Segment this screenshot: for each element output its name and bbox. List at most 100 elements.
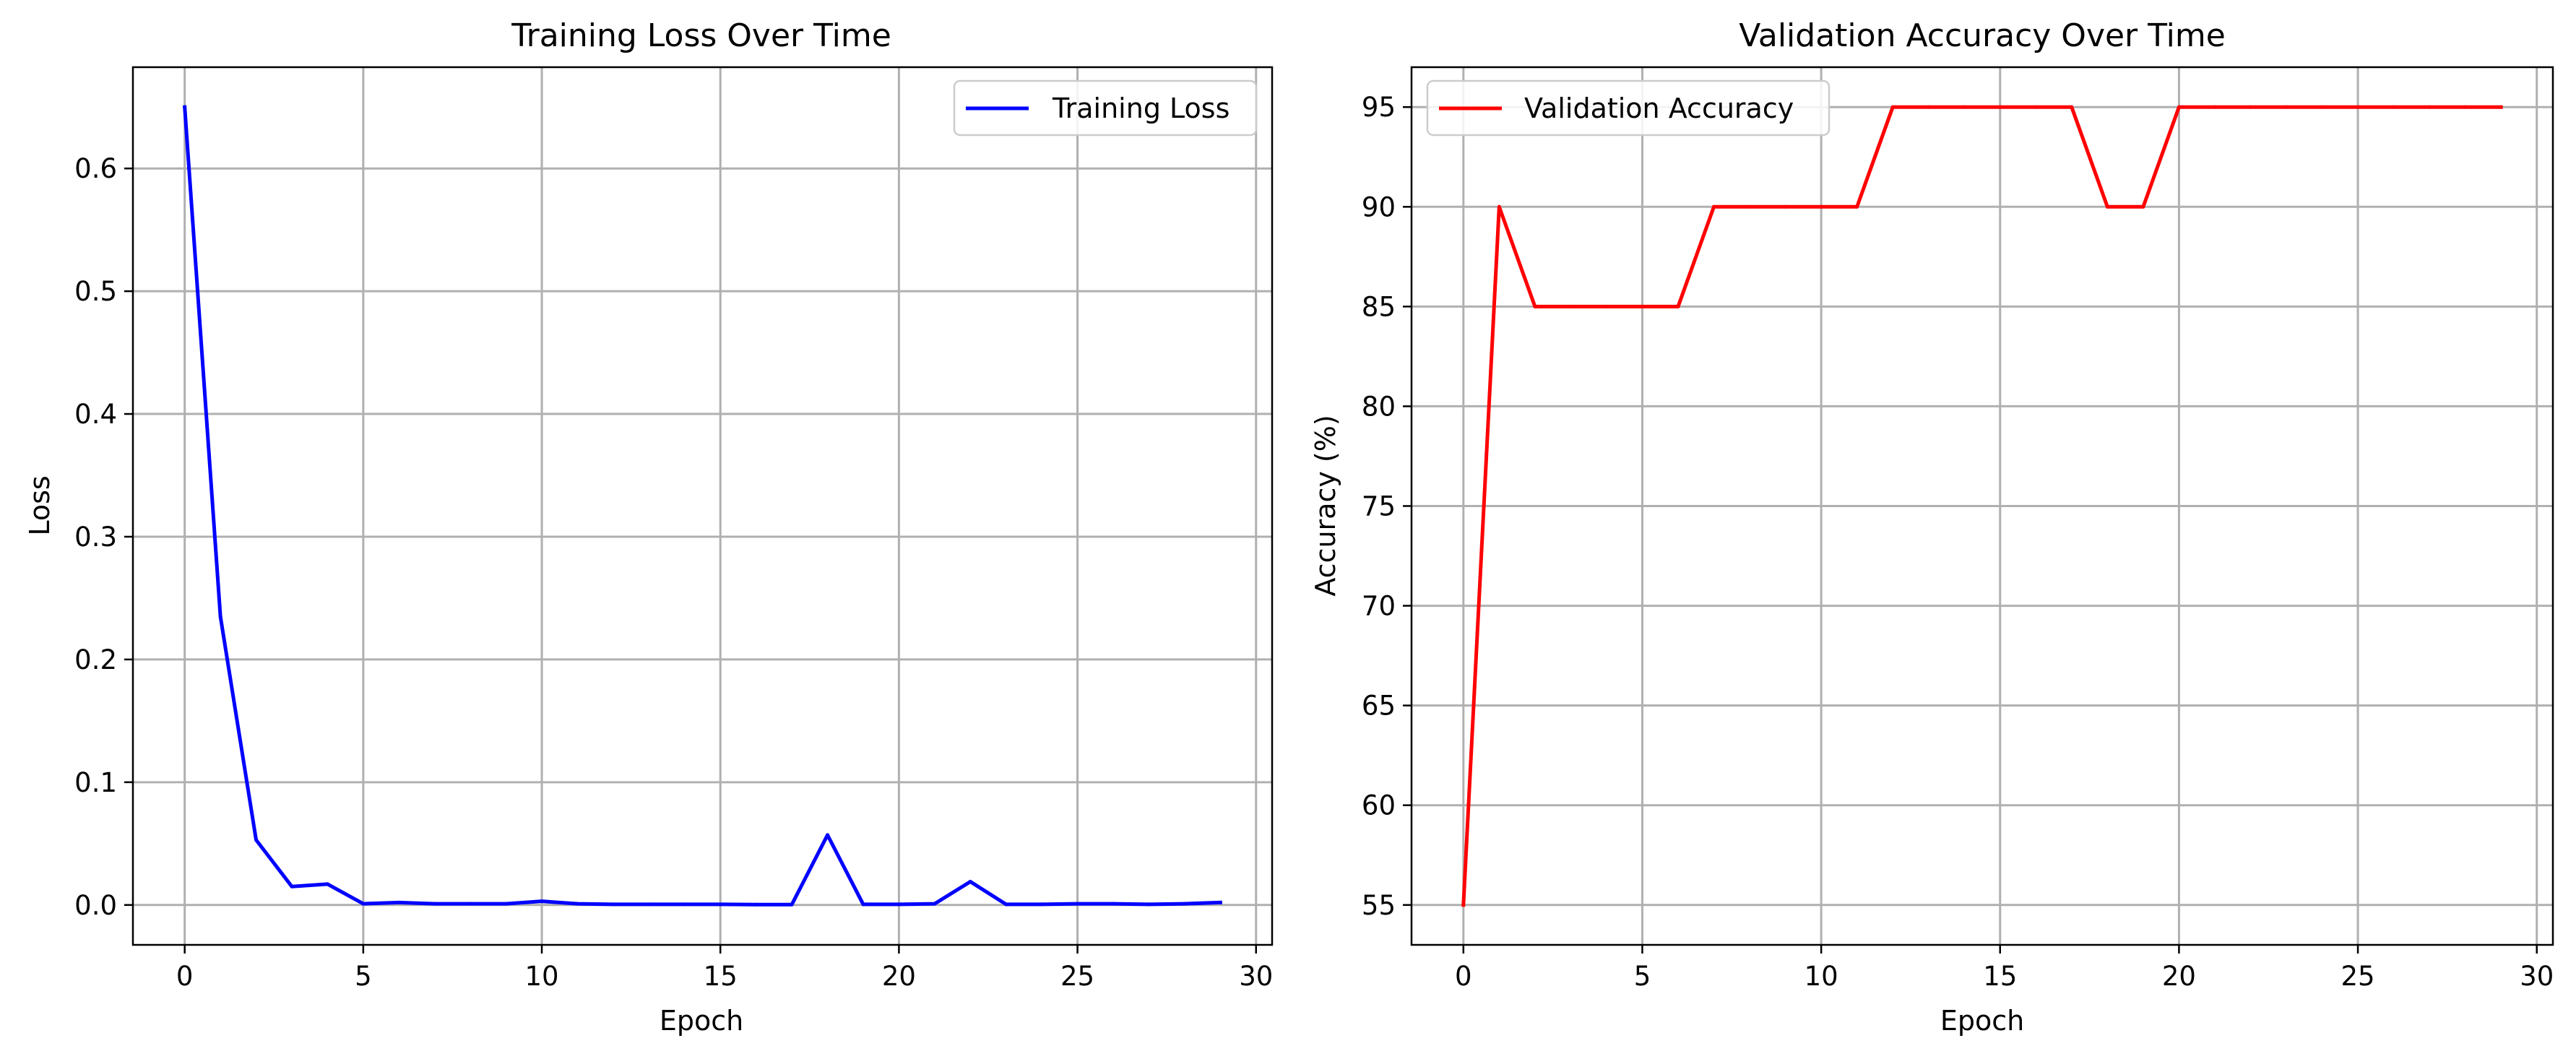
x-axis-label: Epoch (1940, 1005, 2024, 1037)
data-point (2392, 105, 2396, 109)
x-tick-label: 25 (2341, 961, 2375, 992)
data-point (218, 614, 222, 618)
data-point (2320, 105, 2325, 109)
data-point (861, 902, 865, 907)
y-tick-label: 0.1 (74, 767, 117, 798)
data-point (2284, 105, 2288, 109)
data-point (647, 902, 651, 907)
data-point (504, 902, 509, 906)
chart-title: Training Loss Over Time (511, 17, 891, 54)
data-point (1533, 304, 1537, 308)
data-point (2213, 105, 2217, 109)
y-tick-label: 0.5 (74, 276, 117, 307)
x-tick-label: 0 (176, 961, 194, 992)
y-tick-label: 0.4 (74, 399, 117, 430)
legend-box (1426, 79, 1831, 137)
data-point (433, 902, 437, 906)
data-point (896, 902, 901, 907)
data-point (1146, 902, 1151, 907)
y-tick-label: 80 (1362, 391, 1396, 422)
chart-title: Validation Accuracy Over Time (1739, 17, 2226, 54)
x-tick-label: 30 (2520, 961, 2554, 992)
x-tick-label: 0 (1455, 961, 1472, 992)
data-point (1568, 304, 1573, 308)
y-tick-label: 60 (1362, 790, 1396, 821)
data-point (683, 902, 687, 907)
data-point (468, 902, 472, 906)
x-tick-label: 10 (524, 961, 558, 992)
x-tick-label: 30 (1239, 961, 1273, 992)
data-point (1183, 902, 1187, 906)
y-axis-label: Accuracy (%) (1310, 415, 1341, 596)
data-point (325, 882, 329, 886)
data-point (1111, 902, 1115, 906)
data-point (2033, 105, 2038, 109)
x-axis-label: Epoch (660, 1005, 743, 1037)
data-point (540, 899, 544, 904)
data-point (1890, 105, 1895, 109)
data-point (2463, 105, 2468, 109)
legend-box (953, 79, 1258, 137)
data-point (254, 838, 259, 842)
data-point (2141, 204, 2145, 209)
data-point (1497, 204, 1501, 209)
data-point (611, 902, 615, 907)
y-tick-label: 0.0 (74, 890, 117, 921)
series-line-training-loss (183, 105, 1222, 907)
legend: Training Loss (953, 79, 1258, 137)
data-point (1712, 204, 1716, 209)
x-tick-label: 10 (1805, 961, 1838, 992)
x-tick-label: 5 (355, 961, 372, 992)
y-tick-label: 65 (1362, 691, 1396, 722)
data-point (1962, 105, 1966, 109)
data-point (1218, 900, 1222, 904)
data-point (2177, 105, 2181, 109)
data-point (718, 902, 722, 907)
data-point (754, 902, 758, 907)
data-point (2499, 105, 2503, 109)
y-axis-label: Loss (24, 475, 56, 535)
data-point (2248, 105, 2252, 109)
series-line-validation-accuracy (1461, 105, 2503, 907)
data-point (1998, 105, 2002, 109)
y-tick-label: 95 (1362, 92, 1396, 123)
data-point (968, 879, 972, 883)
data-point (1927, 105, 1931, 109)
x-tick-label: 5 (1634, 961, 1651, 992)
data-point (1640, 304, 1644, 308)
legend-label-training-loss: Training Loss (1052, 92, 1229, 124)
data-point (1040, 902, 1044, 907)
y-tick-label: 70 (1362, 591, 1396, 622)
y-tick-label: 55 (1362, 890, 1396, 921)
data-point (1747, 204, 1752, 209)
data-point (1784, 204, 1788, 209)
legend: Validation Accuracy (1426, 79, 1831, 137)
data-point (290, 884, 294, 889)
data-point (575, 902, 579, 906)
data-point (1819, 204, 1823, 209)
data-point (826, 833, 830, 837)
y-tick-label: 85 (1362, 291, 1396, 322)
data-point (2356, 105, 2360, 109)
data-point (1076, 902, 1080, 906)
plot-frame (131, 66, 1274, 946)
data-point (1461, 903, 1466, 907)
data-point (2070, 105, 2074, 109)
data-point (2105, 204, 2109, 209)
x-tick-label: 20 (882, 961, 916, 992)
y-tick-label: 90 (1362, 191, 1396, 222)
data-point (1004, 902, 1008, 907)
x-tick-label: 25 (1060, 961, 1094, 992)
data-point (790, 902, 794, 907)
data-point (183, 105, 187, 109)
data-point (397, 900, 401, 904)
x-tick-label: 15 (704, 961, 738, 992)
y-tick-label: 0.6 (74, 153, 117, 184)
training-loss-chart: Training Loss Over Time 0 5 10 15 20 25 30 0.0 0… (24, 17, 1273, 1037)
x-tick-label: 20 (2162, 961, 2196, 992)
validation-accuracy-chart: Validation Accuracy Over Time 0 5 10 15 20 25… (1310, 17, 2554, 1037)
y-tick-label: 0.2 (74, 644, 117, 675)
y-tick-label: 0.3 (74, 522, 117, 553)
legend-label-validation-accuracy: Validation Accuracy (1524, 92, 1794, 124)
